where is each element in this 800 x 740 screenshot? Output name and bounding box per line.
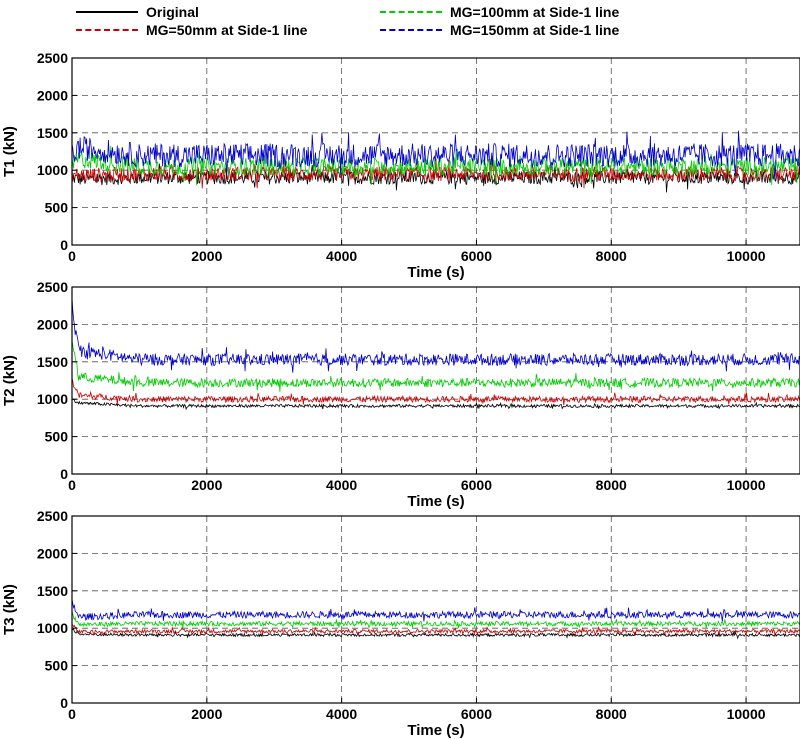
series-line-3 [71,612,800,630]
legend-label-mg150: MG=150mm at Side-1 line [450,22,620,38]
legend-swatch-mg100 [380,11,442,13]
plot-frame [71,57,800,246]
plot-frame [71,515,800,704]
y-tick-label: 0 [60,237,68,253]
x-tick-label: 0 [68,248,76,264]
x-tick-label: 8000 [596,477,627,493]
chart-panel-3: 0 500 1000 1500 2000 2500 0 2000 4000 6000 8000 100… [1,508,800,739]
y-tick-label: 1500 [37,354,68,370]
legend-item-mg50: MG=50mm at Side-1 line [76,20,307,40]
y-tick-label: 1500 [37,125,68,141]
series-line-2 [71,624,800,637]
x-tick-label: 10000 [727,477,766,493]
y-tick-label: 1000 [37,391,68,407]
x-tick-label: 4000 [326,706,357,722]
legend-label-mg50: MG=50mm at Side-1 line [146,22,308,38]
y-axis-label: T1 (kN) [1,126,18,177]
legend-item-original: Original [76,2,199,22]
x-tick-label: 0 [68,706,76,722]
chart-legend: Original MG=50mm at Side-1 line MG=100mm… [0,0,800,42]
chart-panel-1: 0 500 1000 1500 2000 2500 0 2000 4000 6000 8000 100… [1,50,800,281]
x-tick-label: 10000 [727,706,766,722]
series-line-3 [71,340,800,392]
series-line-2 [71,158,800,189]
y-axis-label: T3 (kN) [1,584,18,635]
y-tick-label: 500 [45,200,69,216]
x-tick-label: 6000 [461,706,492,722]
x-tick-label: 8000 [596,706,627,722]
series-line-1 [71,628,800,640]
x-tick-label: 4000 [326,477,357,493]
x-tick-label: 0 [68,477,76,493]
x-tick-label: 4000 [326,248,357,264]
series-line-2 [71,378,800,406]
y-tick-label: 2500 [37,508,68,524]
x-tick-label: 2000 [191,477,222,493]
series-line-4 [71,298,800,373]
y-tick-label: 500 [45,429,69,445]
y-tick-label: 0 [60,466,68,482]
y-tick-label: 500 [45,658,69,674]
legend-item-mg150: MG=150mm at Side-1 line [380,20,619,40]
x-tick-label: 2000 [191,706,222,722]
x-tick-label: 10000 [727,248,766,264]
y-tick-label: 1500 [37,583,68,599]
legend-swatch-mg50 [76,29,138,31]
plot-frame [71,286,800,475]
y-tick-label: 0 [60,695,68,711]
y-tick-label: 2000 [37,545,68,561]
legend-swatch-original [76,11,138,13]
legend-label-mg100: MG=100mm at Side-1 line [450,4,620,20]
y-tick-label: 2000 [37,316,68,332]
x-tick-label: 8000 [596,248,627,264]
x-tick-label: 6000 [461,248,492,264]
series-line-1 [71,398,800,411]
y-axis-label: T2 (kN) [1,355,18,406]
series-line-3 [71,145,800,186]
legend-swatch-mg150 [380,29,442,31]
x-axis-label: Time (s) [407,264,464,281]
y-tick-label: 2500 [37,50,68,66]
x-axis-label: Time (s) [407,493,464,510]
y-tick-label: 2500 [37,279,68,295]
legend-label-original: Original [146,4,199,20]
y-tick-label: 2000 [37,87,68,103]
y-tick-label: 1000 [37,162,68,178]
x-tick-label: 2000 [191,248,222,264]
chart-panel-2: 0 500 1000 1500 2000 2500 0 2000 4000 6000 8000 100… [1,279,800,510]
legend-item-mg100: MG=100mm at Side-1 line [380,2,619,22]
x-axis-label: Time (s) [407,722,464,739]
series-line-4 [71,599,800,622]
y-tick-label: 1000 [37,620,68,636]
x-tick-label: 6000 [461,477,492,493]
series-line-4 [71,130,800,181]
